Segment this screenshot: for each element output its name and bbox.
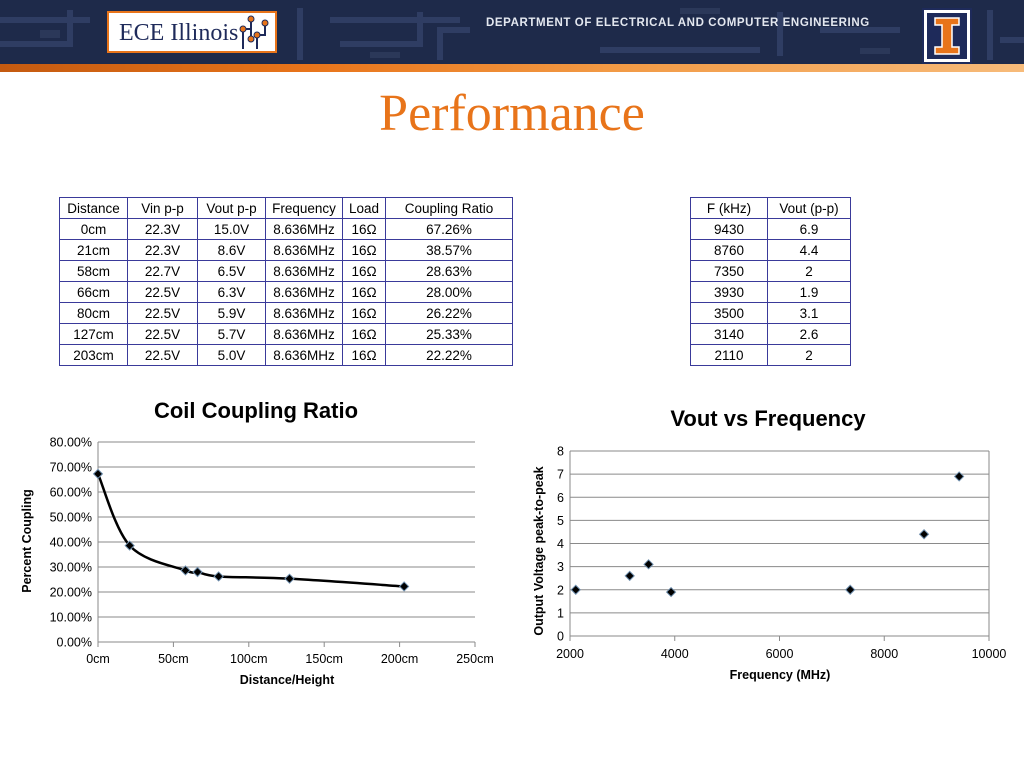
y-tick-label: 70.00% [50, 461, 92, 475]
header-banner: ECE Illinois DEPARTMENT OF ELECTRICAL AN… [0, 0, 1024, 72]
data-point [398, 581, 410, 592]
table-cell: 6.9 [767, 218, 851, 240]
x-axis-title: Frequency (MHz) [730, 668, 831, 682]
x-axis-title: Distance/Height [240, 673, 335, 687]
table-cell: 4.4 [767, 239, 851, 261]
table-cell: 26.22% [385, 302, 513, 324]
y-tick-label: 8 [557, 445, 564, 459]
table-cell: 2 [767, 344, 851, 366]
x-tick-label: 50cm [158, 652, 189, 666]
table-cell: 8760 [690, 239, 768, 261]
table-cell: 8.636MHz [265, 239, 343, 261]
table-row: 203cm 22.5V 5.0V 8.636MHz 16Ω 22.22% [59, 344, 513, 366]
y-tick-label: 50.00% [50, 511, 92, 525]
coupling-header-cell: Coupling Ratio [385, 197, 513, 219]
table-cell: 66cm [59, 281, 128, 303]
data-point [570, 584, 581, 595]
data-point [213, 571, 224, 582]
coupling-data-table: Distance Vin p-p Vout p-p Frequency Load Coup… [59, 197, 513, 366]
x-tick-label: 6000 [766, 647, 794, 661]
department-name: DEPARTMENT OF ELECTRICAL AND COMPUTER EN… [486, 17, 870, 29]
y-tick-label: 0 [557, 630, 564, 644]
table-cell: 8.636MHz [265, 344, 343, 366]
table-row: 8760 4.4 [690, 239, 851, 261]
table-cell: 16Ω [342, 239, 386, 261]
frequency-data-table: F (kHz) Vout (p-p) 9430 6.9 8760 4.4 7350 2 393… [690, 197, 851, 366]
y-tick-label: 5 [557, 514, 564, 528]
x-tick-label: 100cm [230, 652, 268, 666]
y-tick-label: 1 [557, 606, 564, 620]
coupling-header-cell: Frequency [265, 197, 343, 219]
table-cell: 22.3V [127, 239, 198, 261]
table-cell: 22.7V [127, 260, 198, 282]
data-point [180, 565, 191, 576]
table-cell: 22.22% [385, 344, 513, 366]
table-row: 66cm 22.5V 6.3V 8.636MHz 16Ω 28.00% [59, 281, 513, 303]
table-row: 3500 3.1 [690, 302, 851, 324]
ece-illinois-logo: ECE Illinois [107, 11, 277, 53]
circuit-pattern-decoration [0, 8, 1024, 60]
y-tick-label: 7 [557, 468, 564, 482]
data-point [844, 584, 856, 595]
table-row: 2110 2 [690, 344, 851, 366]
y-tick-label: 0.00% [57, 636, 92, 650]
y-axis-title: Percent Coupling [20, 489, 34, 592]
y-tick-label: 6 [557, 491, 564, 505]
table-row: 3930 1.9 [690, 281, 851, 303]
table-row: 21cm 22.3V 8.6V 8.636MHz 16Ω 38.57% [59, 239, 513, 261]
y-tick-label: 40.00% [50, 536, 92, 550]
y-tick-label: 30.00% [50, 561, 92, 575]
table-cell: 58cm [59, 260, 128, 282]
x-tick-label: 4000 [661, 647, 689, 661]
y-tick-label: 2 [557, 583, 564, 597]
table-cell: 21cm [59, 239, 128, 261]
chart-title: Vout vs Frequency [670, 406, 866, 431]
y-tick-label: 3 [557, 560, 564, 574]
y-tick-label: 10.00% [50, 611, 92, 625]
table-cell: 8.636MHz [265, 281, 343, 303]
table-cell: 8.6V [197, 239, 266, 261]
table-cell: 22.5V [127, 302, 198, 324]
y-tick-label: 20.00% [50, 586, 92, 600]
data-point [124, 540, 135, 551]
y-tick-label: 80.00% [50, 436, 92, 450]
frequency-header-cell: F (kHz) [690, 197, 768, 219]
y-tick-label: 60.00% [50, 486, 92, 500]
data-point [918, 529, 930, 540]
x-tick-label: 8000 [870, 647, 898, 661]
table-cell: 1.9 [767, 281, 851, 303]
table-row: 58cm 22.7V 6.5V 8.636MHz 16Ω 28.63% [59, 260, 513, 282]
y-tick-label: 4 [557, 537, 564, 551]
data-point [953, 471, 965, 482]
data-point [665, 586, 677, 598]
circuit-logo-icon [239, 15, 269, 49]
x-tick-label: 150cm [305, 652, 343, 666]
data-point [92, 468, 104, 480]
coupling-header-cell: Load [342, 197, 386, 219]
data-point [624, 570, 635, 582]
data-point [284, 573, 295, 584]
x-tick-label: 200cm [381, 652, 419, 666]
table-header-row: F (kHz) Vout (p-p) [690, 197, 851, 219]
table-cell: 28.63% [385, 260, 513, 282]
slide-title: Performance [379, 85, 645, 142]
x-tick-label: 10000 [972, 647, 1007, 661]
header-orange-stripe [0, 64, 1024, 72]
y-axis-title: Output Voltage peak-to-peak [532, 466, 546, 635]
x-tick-label: 2000 [556, 647, 584, 661]
x-tick-label: 250cm [456, 652, 494, 666]
chart-title: Coil Coupling Ratio [154, 398, 358, 423]
data-point [192, 566, 203, 578]
logo-text: ECE Illinois [119, 20, 239, 46]
x-tick-label: 0cm [86, 652, 110, 666]
illinois-block-i-logo: I [922, 8, 972, 64]
table-cell: 6.3V [197, 281, 266, 303]
data-point [643, 559, 654, 570]
